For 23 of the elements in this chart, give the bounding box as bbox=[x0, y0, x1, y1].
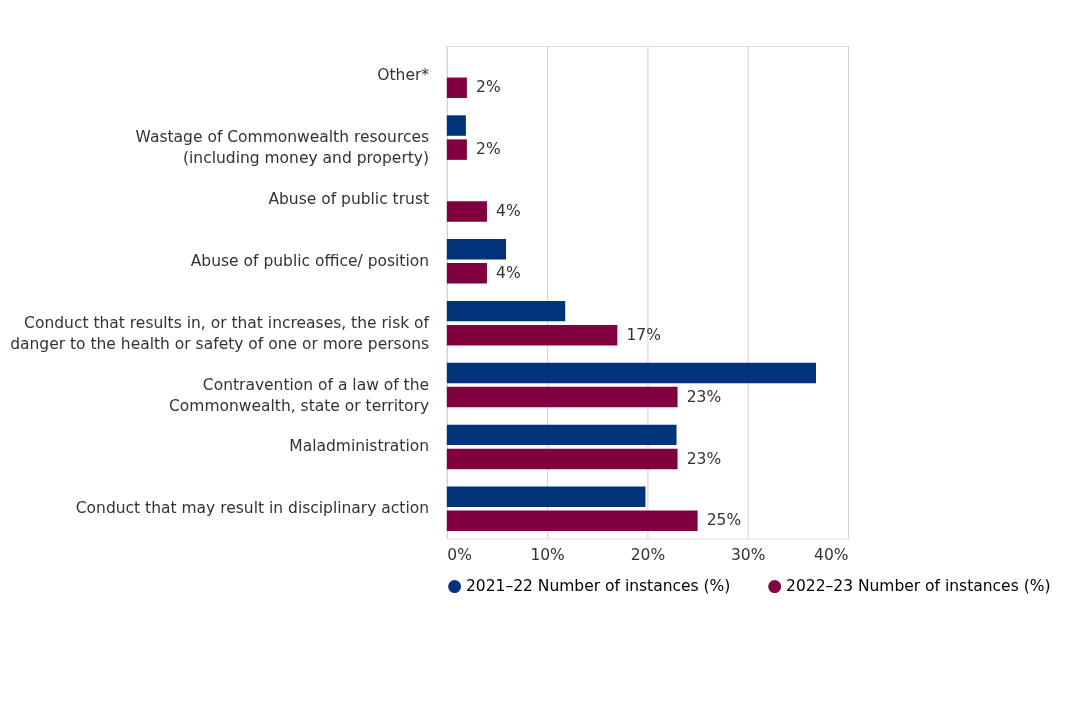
data-label: 25% bbox=[706, 511, 742, 530]
data-label: 23% bbox=[686, 387, 722, 406]
y-tick-label: Contravention of a law of the Commonwealth, state or territory bbox=[168, 375, 430, 415]
y-tick-label: Abuse of public office/ position bbox=[190, 251, 430, 270]
legend-label: 2022–23 Number of instances (%) bbox=[786, 577, 1051, 596]
data-label: 17% bbox=[626, 325, 661, 344]
x-tick-label: 30% bbox=[731, 545, 766, 564]
data-label: 23% bbox=[686, 449, 722, 468]
data-label: 2% bbox=[476, 78, 501, 97]
y-tick-label: Other* bbox=[377, 66, 430, 85]
x-tick-label: 20% bbox=[630, 545, 666, 564]
y-tick-label: Abuse of public trust bbox=[268, 190, 430, 209]
y-tick-label: Conduct that results in, or that increases, the risk of danger to the health or safety of one or more persons bbox=[10, 313, 430, 353]
x-tick-label: 40% bbox=[814, 545, 849, 564]
data-label: 2% bbox=[476, 140, 501, 159]
legend-label: 2021–22 Number of instances (%) bbox=[465, 577, 731, 596]
x-tick-label: 10% bbox=[530, 545, 565, 564]
y-tick-label: Wastage of Commonwealth resources (including money and property) bbox=[135, 128, 430, 168]
y-tick-label: Conduct that may result in disciplinary action bbox=[75, 499, 430, 518]
y-tick-label: Maladministration bbox=[289, 437, 430, 456]
data-label: 4% bbox=[496, 263, 521, 282]
data-label: 4% bbox=[496, 202, 521, 221]
x-tick-label: 0% bbox=[447, 545, 472, 564]
